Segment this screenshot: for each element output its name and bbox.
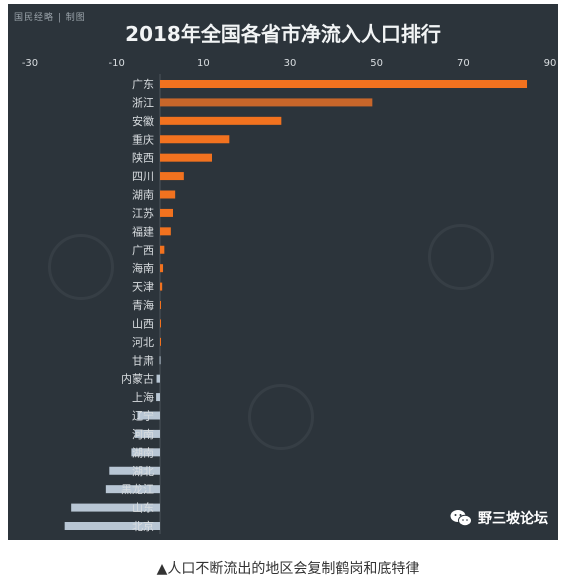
watermark-circle bbox=[248, 384, 314, 450]
category-label: 湖南 bbox=[132, 189, 154, 202]
caption: ▲人口不断流出的地区会复制鹤岗和底特律 bbox=[156, 561, 420, 577]
bar bbox=[156, 393, 160, 402]
bar-chart: -30 -10 10 30 50 70 90广东浙江安徽重庆陕西四川湖南江苏福建广西海南天津… bbox=[22, 58, 557, 534]
bar bbox=[160, 245, 165, 254]
badge-text: 野三坡论坛 bbox=[478, 511, 548, 527]
bar bbox=[64, 522, 160, 530]
x-tick-label: 50 bbox=[370, 58, 383, 69]
category-label: 海南 bbox=[132, 261, 154, 275]
x-tick-label: -30 bbox=[22, 58, 38, 69]
x-tick-label: -10 bbox=[108, 58, 124, 69]
bar bbox=[71, 503, 160, 512]
x-tick-label: 70 bbox=[457, 58, 470, 69]
category-label: 陕西 bbox=[132, 151, 154, 165]
category-label: 广西 bbox=[132, 244, 154, 257]
bar bbox=[160, 190, 176, 199]
category-label: 重庆 bbox=[132, 132, 154, 146]
category-label: 北京 bbox=[132, 519, 154, 533]
category-label: 天津 bbox=[132, 281, 154, 294]
bar bbox=[109, 466, 160, 475]
category-label: 福建 bbox=[132, 224, 154, 238]
category-label: 湖南 bbox=[132, 446, 154, 459]
source-tag: 国民经略 | 制图 bbox=[14, 13, 86, 23]
wechat-badge: 野三坡论坛 bbox=[450, 508, 548, 528]
bar bbox=[134, 429, 160, 438]
category-label: 江苏 bbox=[132, 207, 154, 220]
bar bbox=[160, 337, 161, 346]
bar bbox=[160, 264, 164, 273]
x-tick-label: 90 bbox=[544, 58, 557, 69]
bar bbox=[160, 153, 212, 162]
watermark-circle bbox=[48, 234, 114, 300]
bar bbox=[160, 80, 528, 88]
bar bbox=[159, 356, 161, 365]
bar bbox=[160, 135, 230, 144]
category-label: 青海 bbox=[132, 298, 154, 312]
category-label: 四川 bbox=[132, 170, 154, 183]
bar bbox=[160, 116, 282, 125]
bar bbox=[160, 208, 173, 217]
bar bbox=[131, 448, 160, 457]
bar bbox=[160, 282, 163, 291]
chart-panel: 国民经略 | 制图 2018年全国各省市净流入人口排行 -30 -10 10 30 50… bbox=[8, 4, 558, 540]
category-label: 安徽 bbox=[132, 114, 154, 128]
category-label: 山东 bbox=[132, 502, 154, 515]
category-label: 浙江 bbox=[132, 96, 154, 109]
bar bbox=[160, 172, 184, 181]
category-label: 广东 bbox=[132, 78, 154, 91]
bar bbox=[156, 374, 160, 383]
category-label: 黑龙江 bbox=[121, 483, 154, 496]
watermark-circle bbox=[428, 224, 494, 290]
bar bbox=[160, 98, 373, 107]
bar bbox=[160, 319, 161, 328]
chart-title: 2018年全国各省市净流入人口排行 bbox=[125, 22, 441, 46]
category-label: 湖北 bbox=[132, 465, 154, 478]
wechat-icon bbox=[450, 510, 472, 527]
bar bbox=[160, 301, 161, 309]
category-label: 辽宁 bbox=[132, 409, 154, 423]
bar bbox=[105, 485, 160, 494]
category-label: 上海 bbox=[132, 390, 154, 404]
category-label: 内蒙古 bbox=[121, 372, 154, 386]
category-label: 山西 bbox=[132, 317, 154, 330]
category-label: 甘肃 bbox=[132, 354, 154, 367]
bar bbox=[160, 227, 171, 236]
x-tick-label: 10 bbox=[197, 58, 210, 69]
bar bbox=[137, 411, 160, 420]
category-label: 河北 bbox=[132, 336, 154, 349]
category-label: 河南 bbox=[132, 428, 154, 441]
x-tick-label: 30 bbox=[284, 58, 297, 69]
